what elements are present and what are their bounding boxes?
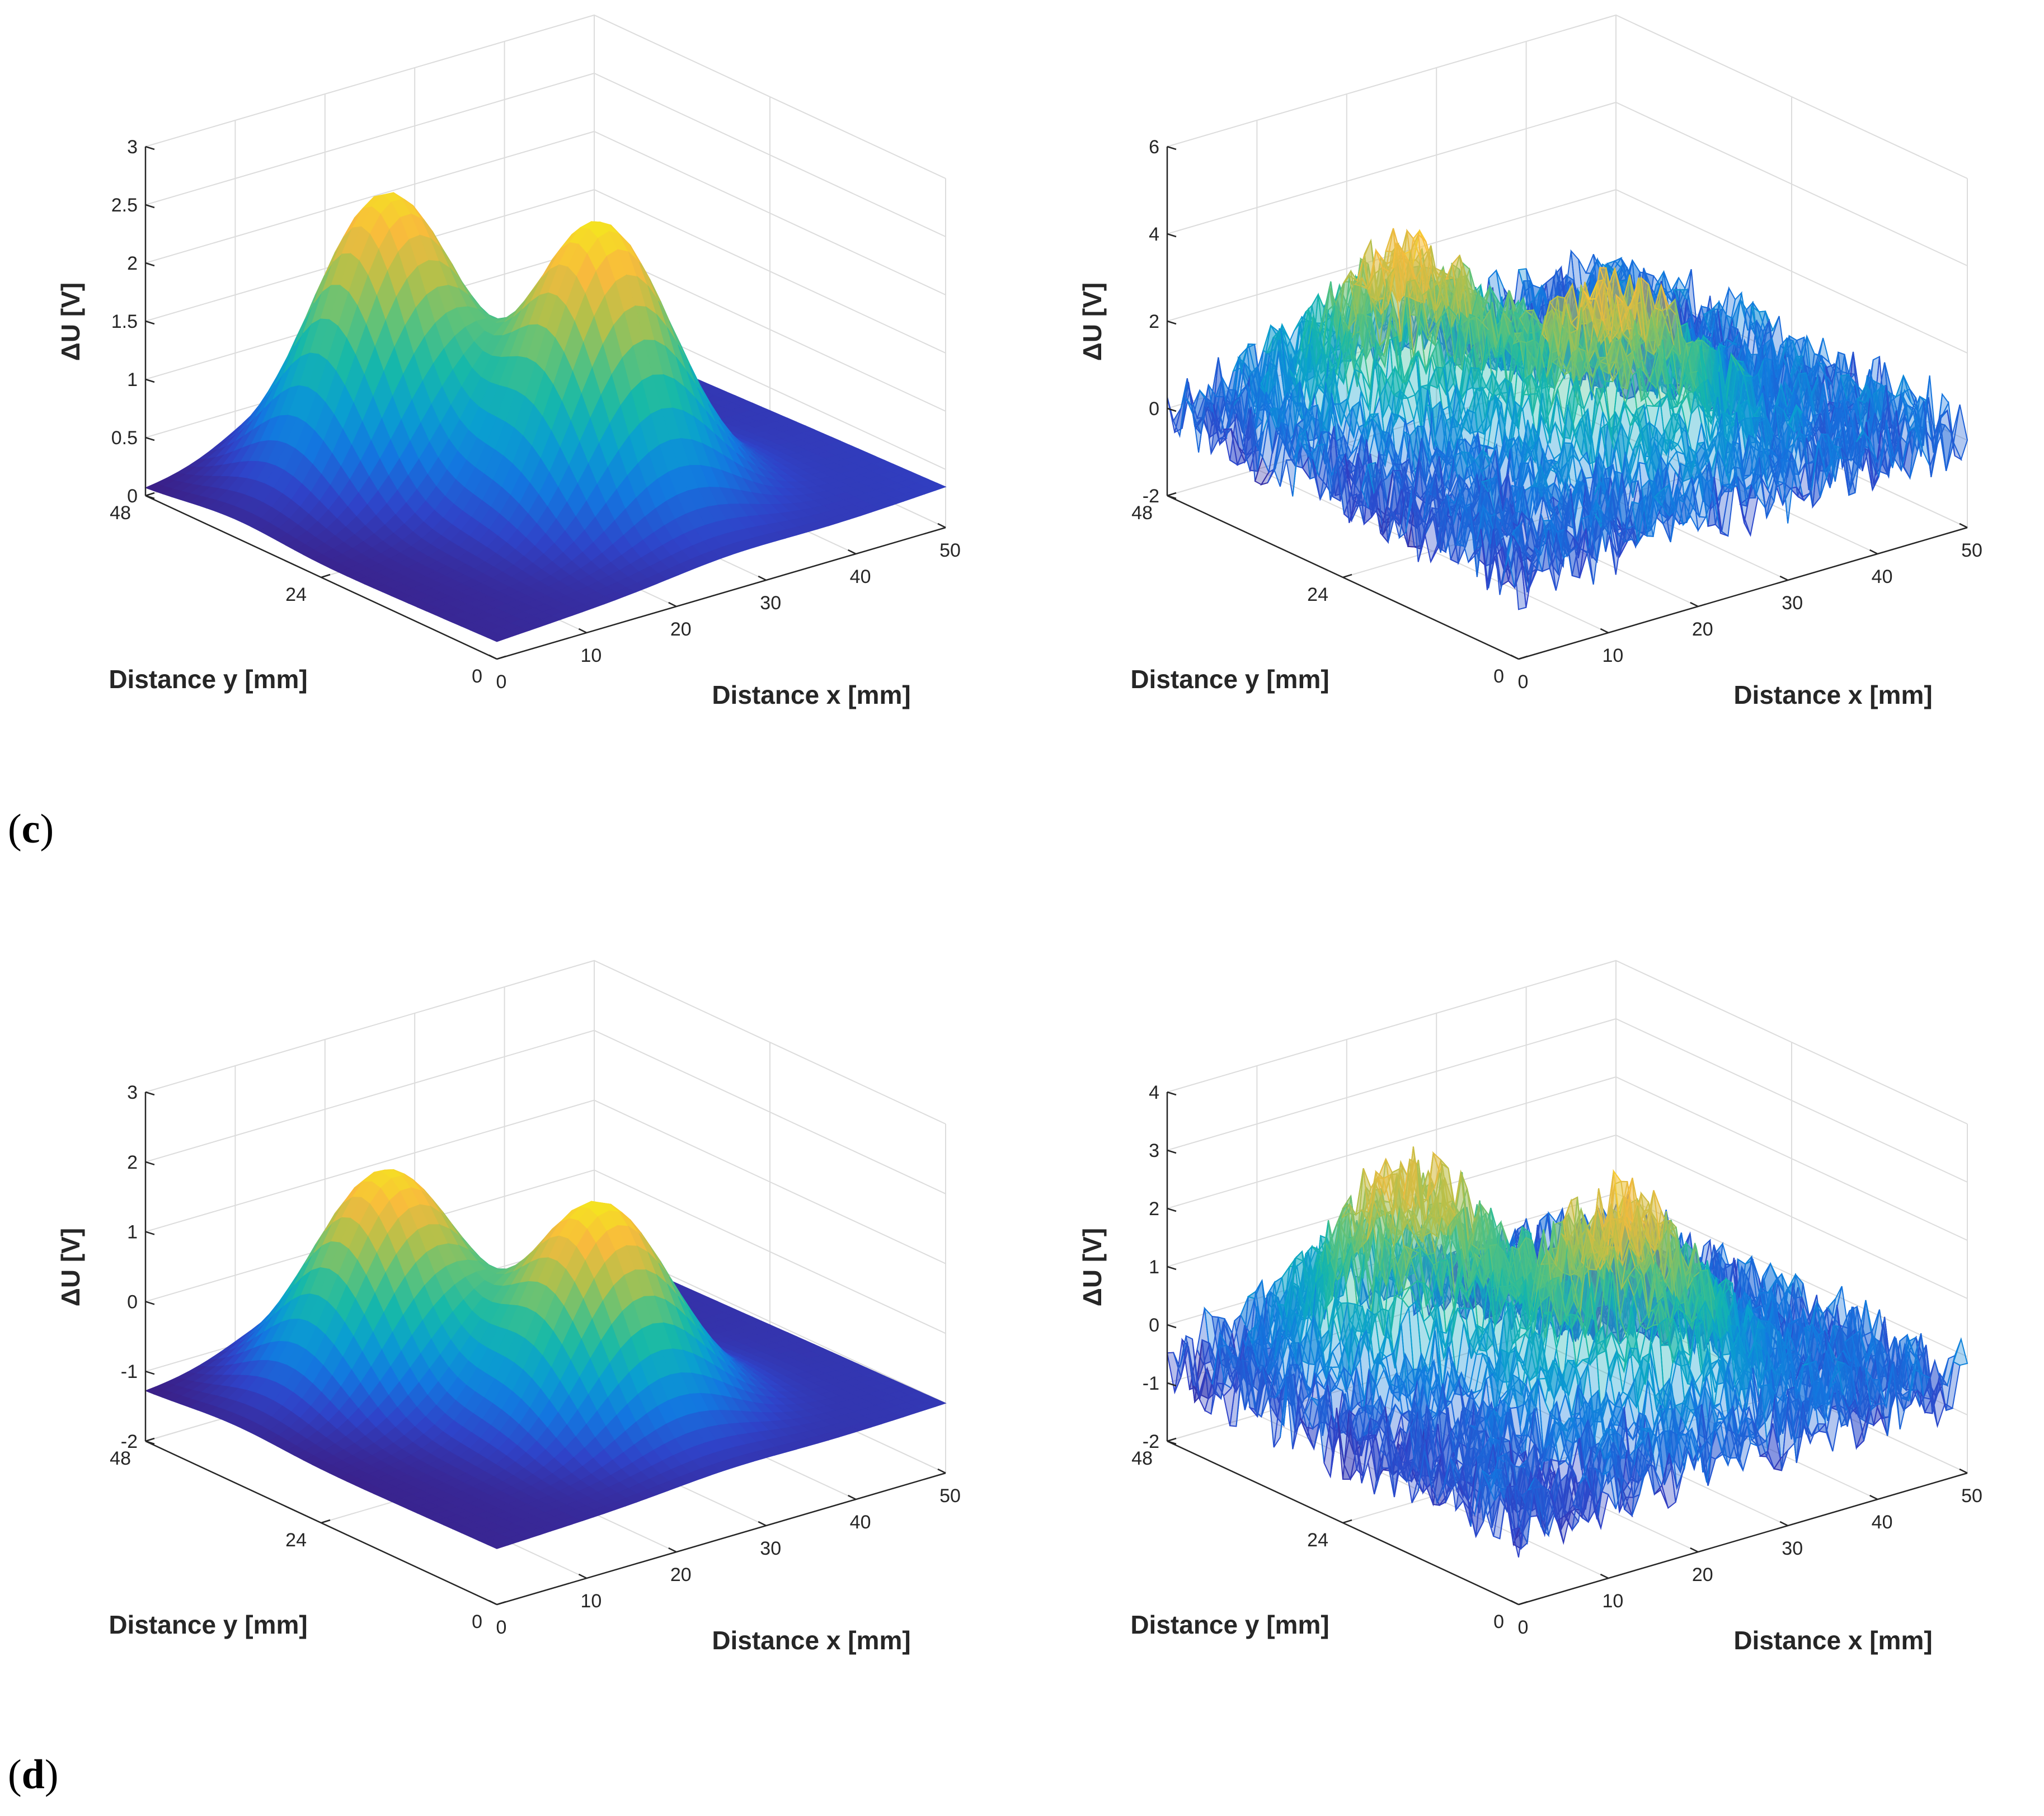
z-tick-label: 1.5	[111, 311, 138, 332]
x-tick	[488, 654, 497, 660]
z-tick	[145, 378, 155, 383]
z-axis-title: ΔU [V]	[56, 283, 85, 361]
x-axis-title: Distance x [mm]	[712, 680, 910, 709]
x-tick	[668, 601, 677, 608]
grid-line-z	[145, 14, 946, 179]
x-tick	[848, 549, 857, 555]
z-tick	[145, 436, 155, 441]
z-tick-label: 2.5	[111, 195, 138, 216]
z-tick-label: 1	[127, 369, 138, 391]
y-tick-label: 48	[110, 502, 131, 524]
axes	[144, 145, 946, 660]
x-tick	[937, 523, 946, 529]
x-tick	[758, 575, 767, 581]
x-tick-label: 40	[850, 566, 871, 587]
chart-c-left: 0 10 20 30 40 50 0 24 48 0 0.5 1 1.5 2 2.5 3 Distance x …	[0, 0, 1022, 772]
x-axis-line	[496, 526, 946, 660]
x-tick-label: 10	[580, 645, 602, 666]
z-tick	[145, 145, 155, 150]
x-tick-label: 20	[670, 619, 692, 640]
x-tick-label: 0	[496, 671, 507, 693]
z-tick-label: 0	[127, 486, 138, 507]
z-tick	[145, 495, 155, 500]
z-tick-label: 2	[127, 253, 138, 274]
grid-line-z	[145, 72, 946, 237]
grid-line-z	[1167, 14, 1968, 179]
surface-patch	[925, 482, 947, 491]
y-tick-label: 0	[472, 666, 482, 687]
x-tick	[578, 628, 587, 634]
z-tick-label: 0.5	[111, 427, 138, 449]
y-tick	[145, 492, 155, 497]
y-axis-title: Distance y [mm]	[109, 665, 307, 694]
surface	[1167, 228, 1968, 610]
chart-c-right: 0 10 20 30 40 50 0 24 48 -2 0 2 4 6 Distance x [mm] Dis…	[1022, 0, 2043, 772]
x-tick-label: 50	[939, 540, 961, 561]
y-tick-label: 24	[285, 584, 307, 605]
z-tick-label: 3	[127, 137, 138, 158]
grid-line-z	[1167, 101, 1968, 266]
y-tick	[321, 573, 331, 578]
z-tick	[145, 262, 155, 267]
surface	[144, 192, 947, 642]
z-tick	[145, 320, 155, 325]
z-tick	[145, 204, 155, 209]
y-tick	[496, 655, 506, 660]
x-tick-label: 30	[760, 592, 781, 614]
